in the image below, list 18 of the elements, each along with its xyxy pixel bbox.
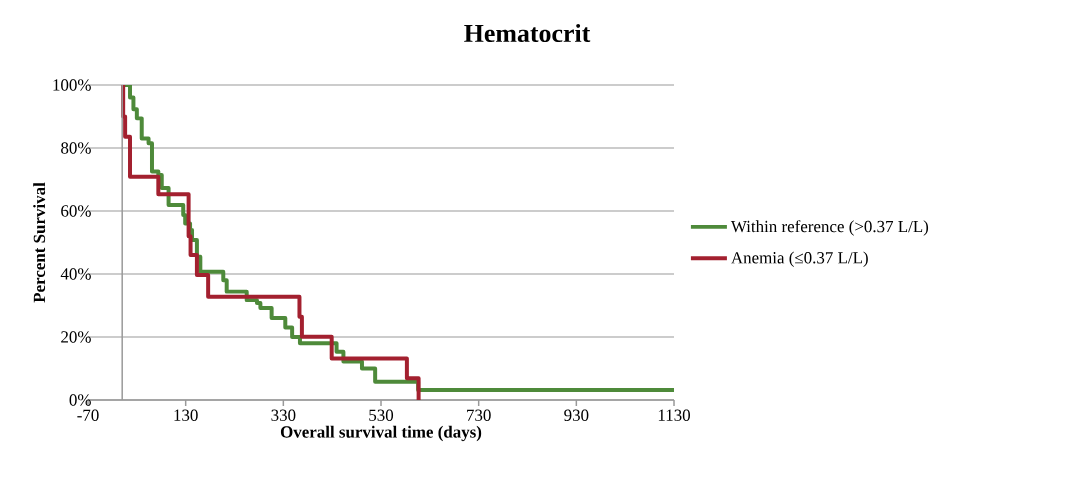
x-tick-label: 530: [369, 409, 394, 421]
chart-title: Hematocrit: [464, 23, 591, 43]
y-tick-label: 60%: [61, 205, 91, 217]
x-axis-title: Overall survival time (days): [280, 425, 482, 442]
y-tick-label: 100%: [53, 79, 91, 91]
x-tick-label: 330: [271, 409, 296, 421]
x-tick-label: 930: [564, 409, 589, 421]
y-tick-label: 40%: [60, 268, 91, 280]
y-tick-label: 80%: [61, 142, 91, 154]
y-tick-label: 20%: [61, 331, 91, 343]
y-tick-label: 0%: [69, 394, 91, 406]
x-tick-label: 1130: [658, 409, 690, 421]
legend-label: Anemia (≤0.37 L/L): [731, 251, 868, 267]
x-tick-label: 730: [467, 409, 491, 421]
x-tick-label: 130: [174, 409, 198, 421]
x-tick-label: -70: [77, 409, 99, 421]
legend-label: Within reference (>0.37 L/L): [730, 220, 929, 236]
y-axis-title: Percent Survival: [33, 182, 46, 303]
